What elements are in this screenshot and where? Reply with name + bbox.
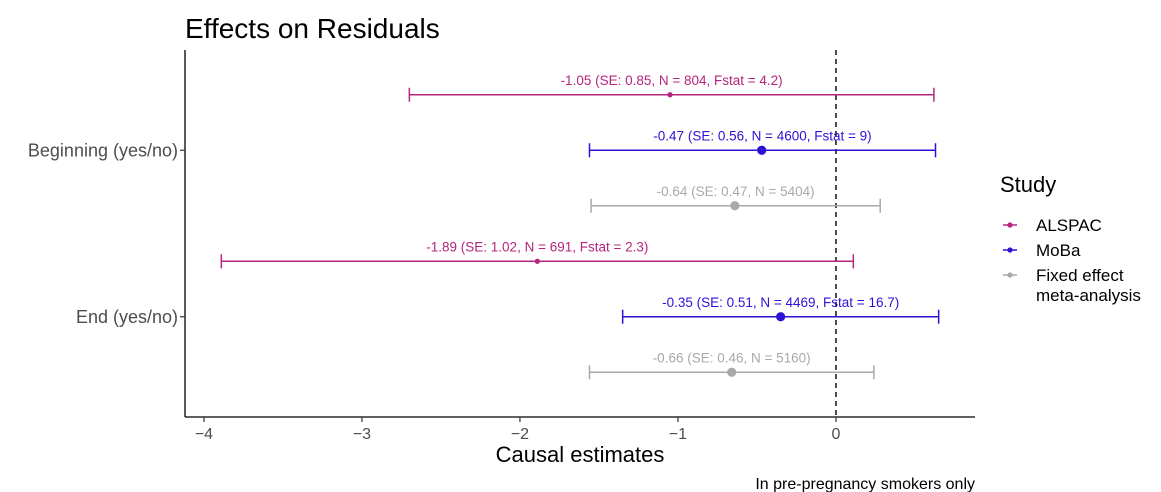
y-category-label: End (yes/no) bbox=[76, 307, 178, 327]
legend-label: meta-analysis bbox=[1036, 286, 1141, 305]
chart-title: Effects on Residuals bbox=[185, 13, 440, 44]
x-axis-ticks: −4 −3 −2 −1 0 bbox=[195, 417, 841, 443]
legend-label: ALSPAC bbox=[1036, 216, 1102, 235]
point-estimate bbox=[730, 201, 740, 211]
y-category-label: Beginning (yes/no) bbox=[28, 140, 178, 160]
estimate-rows: -1.05 (SE: 0.85, N = 804, Fstat = 4.2) -0… bbox=[220, 73, 940, 380]
estimate-label: -0.35 (SE: 0.51, N = 4469, Fstat = 16.7) bbox=[662, 295, 899, 310]
legend-item-moba: MoBa bbox=[1003, 241, 1081, 260]
x-axis-label: Causal estimates bbox=[496, 442, 665, 467]
point-estimate bbox=[534, 258, 540, 264]
estimate-label: -1.05 (SE: 0.85, N = 804, Fstat = 4.2) bbox=[561, 73, 783, 88]
row-beginning-yes-no-fixed-effect-meta-analysis: -0.64 (SE: 0.47, N = 5404) bbox=[590, 184, 881, 213]
plot-area bbox=[184, 50, 975, 418]
chart-caption: In pre-pregnancy smokers only bbox=[755, 476, 975, 492]
estimate-label: -1.89 (SE: 1.02, N = 691, Fstat = 2.3) bbox=[426, 239, 648, 254]
x-tick-label: −2 bbox=[511, 426, 529, 443]
x-tick-label: −3 bbox=[353, 426, 371, 443]
estimate-label: -0.64 (SE: 0.47, N = 5404) bbox=[657, 184, 815, 199]
row-beginning-yes-no-moba: -0.47 (SE: 0.56, N = 4600, Fstat = 9) bbox=[588, 128, 937, 158]
x-tick-label: −1 bbox=[669, 426, 687, 443]
point-estimate bbox=[776, 312, 786, 322]
legend-label: MoBa bbox=[1036, 241, 1081, 260]
legend-item-alspac: ALSPAC bbox=[1003, 216, 1102, 235]
legend-label: Fixed effect bbox=[1036, 266, 1124, 285]
legend: Study ALSPAC MoBa Fixed effectmeta-analysi… bbox=[1000, 172, 1141, 305]
estimate-label: -0.47 (SE: 0.56, N = 4600, Fstat = 9) bbox=[653, 128, 871, 143]
row-end-yes-no-moba: -0.35 (SE: 0.51, N = 4469, Fstat = 16.7) bbox=[621, 295, 940, 324]
point-estimate bbox=[667, 92, 673, 98]
point-estimate bbox=[757, 145, 767, 155]
point-estimate bbox=[727, 367, 737, 377]
row-end-yes-no-alspac: -1.89 (SE: 1.02, N = 691, Fstat = 2.3) bbox=[220, 239, 855, 269]
legend-key-dot bbox=[1007, 272, 1013, 278]
estimate-label: -0.66 (SE: 0.46, N = 5160) bbox=[653, 350, 811, 365]
legend-key-dot bbox=[1007, 222, 1013, 228]
legend-key-dot bbox=[1007, 247, 1013, 253]
row-beginning-yes-no-alspac: -1.05 (SE: 0.85, N = 804, Fstat = 4.2) bbox=[408, 73, 935, 102]
row-end-yes-no-fixed-effect-meta-analysis: -0.66 (SE: 0.46, N = 5160) bbox=[588, 350, 875, 380]
x-tick-label: 0 bbox=[832, 426, 841, 443]
x-tick-label: −4 bbox=[195, 426, 213, 443]
y-axis-ticks: Beginning (yes/no) End (yes/no) bbox=[28, 140, 185, 327]
legend-title: Study bbox=[1000, 172, 1056, 197]
